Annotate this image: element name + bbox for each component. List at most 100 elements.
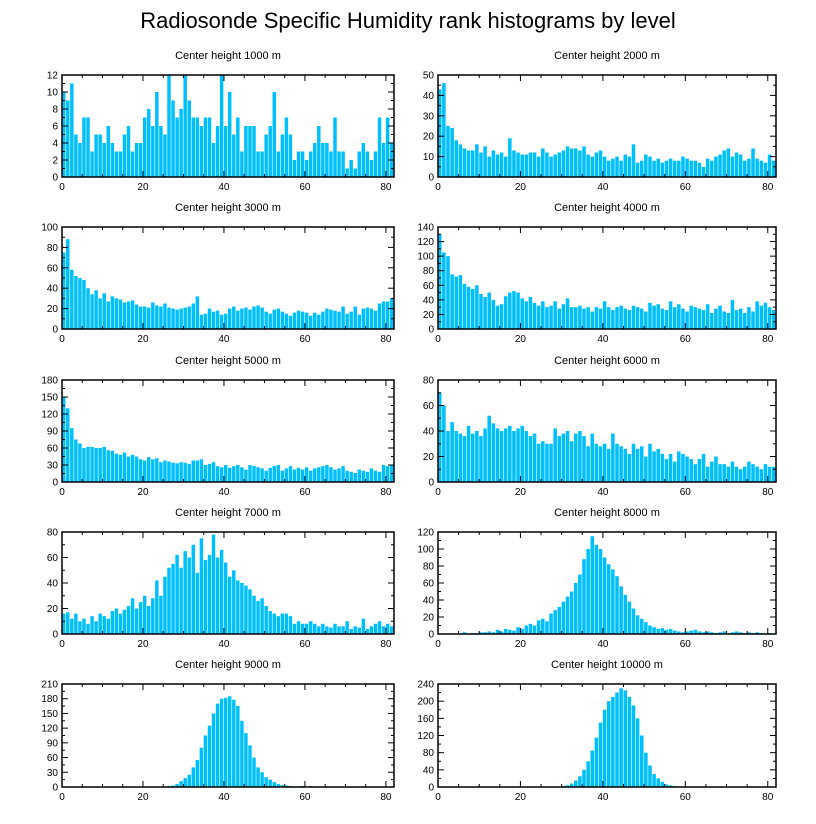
panel-7-bar — [349, 628, 353, 634]
panel-2-bar — [479, 152, 483, 177]
panel-3-bar — [163, 303, 167, 329]
panel-6-bar — [755, 466, 759, 482]
panel-5-bar — [341, 466, 345, 482]
panel-1-bar — [276, 151, 281, 177]
panel-5-bar — [191, 460, 196, 482]
panel-6-bar — [664, 459, 669, 482]
panel-6-bar — [470, 433, 475, 482]
panel-5-bar — [163, 460, 167, 482]
panel-4-bar — [475, 285, 479, 329]
panel-6-bar — [553, 428, 557, 482]
panel-10-ytick-label: 160 — [417, 714, 434, 725]
panel-8-bar — [734, 631, 739, 634]
panel-7-ytick-label: 60 — [47, 553, 59, 564]
panel-8-bar — [483, 632, 487, 634]
panel-8-bar — [520, 628, 524, 634]
panel-2-bar — [528, 152, 533, 177]
panel-7-ytick-label: 20 — [47, 604, 59, 615]
panel-8-bar — [578, 574, 582, 634]
panel-2-bar — [602, 156, 607, 177]
panel-7-bar — [304, 623, 309, 634]
panel-3-bar — [268, 313, 272, 329]
panel-7-bar — [62, 613, 66, 634]
panel-10-bar — [590, 750, 595, 787]
panel-2-bar — [771, 160, 776, 177]
panel-8-bar — [619, 586, 623, 634]
panel-3-bar — [207, 308, 212, 329]
panel-5-ytick-label: 60 — [47, 444, 59, 455]
panel-7-bar — [300, 623, 305, 634]
panel-10-bar — [578, 776, 582, 787]
panel-5-bar — [70, 428, 74, 482]
panel-2-bar — [668, 158, 673, 177]
panel-8-bar — [627, 601, 632, 634]
panel-5-ytick-label: 180 — [41, 376, 58, 387]
panel-4-bar — [565, 298, 570, 329]
panel-8-bar — [607, 564, 611, 634]
panel-7-bar — [82, 618, 86, 634]
panel-7-xtick-label: 0 — [59, 639, 65, 650]
panel-7-bar — [236, 580, 240, 634]
panel-1-bar — [155, 92, 159, 177]
panel-9-bar — [244, 733, 248, 787]
panel-5-bar — [86, 446, 90, 482]
panel-10-bar — [607, 701, 611, 787]
panel-9-bar — [232, 699, 236, 787]
panel-2-bar — [664, 160, 669, 177]
panel-6-bar — [508, 425, 512, 482]
panel-9-bar — [207, 725, 212, 787]
panel-3-bar — [240, 308, 244, 329]
panel-2-bar — [710, 160, 714, 177]
panel-3-bar — [98, 298, 102, 329]
panel-8-bar — [631, 608, 636, 634]
panel-7-bar — [369, 626, 374, 634]
panel-3-bar — [219, 314, 224, 329]
panel-9-bar — [191, 767, 196, 787]
panel-7-bar — [377, 621, 382, 634]
panel-3-bar — [252, 306, 256, 329]
panel-5-bar — [122, 452, 127, 482]
panel-3-bar — [171, 308, 175, 329]
panel-9-title: Center height 9000 m — [175, 659, 281, 671]
panel-6-bar — [619, 446, 623, 482]
panel-3-bar — [134, 304, 139, 329]
panel-4-bar — [582, 308, 586, 329]
panel-4-xtick-label: 20 — [515, 334, 527, 345]
panel-4-bar — [586, 307, 590, 329]
panel-1-bar — [248, 126, 252, 177]
panel-10-ytick-label: 0 — [428, 783, 434, 794]
panel-2-bar — [619, 160, 623, 177]
panel-5-bar — [361, 470, 366, 482]
panel-5-bar — [385, 466, 390, 482]
panel-3-bar — [345, 313, 349, 329]
panel-8-bar — [508, 629, 512, 634]
panel-5-bar — [78, 443, 82, 482]
panel-5-bar — [155, 458, 159, 482]
panel-4-bar — [734, 310, 739, 329]
panel-8-bar — [594, 544, 599, 634]
panel-7-bar — [94, 621, 98, 634]
panel-5-ytick-label: 90 — [47, 427, 59, 438]
panel-3-ytick-label: 0 — [52, 325, 58, 336]
panel-1-bar — [260, 151, 264, 177]
panel-8-bar — [672, 630, 677, 634]
panel-9-xtick-label: 0 — [59, 792, 65, 803]
panel-6-bar — [483, 428, 487, 482]
panel-1-bar — [203, 117, 208, 177]
panel-4-bar — [681, 308, 685, 329]
panel-6-bar — [442, 405, 446, 482]
panel-5-bar — [151, 459, 155, 482]
panel-5-bar — [276, 465, 281, 482]
panel-10-bar — [602, 709, 607, 787]
panel-1-bar — [357, 151, 362, 177]
panel-1-bar — [70, 83, 74, 177]
panel-6-bar — [743, 466, 747, 482]
panel-8-bar — [755, 632, 759, 634]
panel-7-bar — [179, 567, 183, 634]
panel-1-ytick-label: 12 — [47, 71, 59, 82]
panel-1-bar — [215, 126, 220, 177]
panel-2-bar — [450, 128, 454, 177]
panel-3-ytick-label: 80 — [47, 243, 59, 254]
panel-7-bar — [365, 628, 370, 634]
panel-4-ytick-label: 60 — [423, 281, 435, 292]
